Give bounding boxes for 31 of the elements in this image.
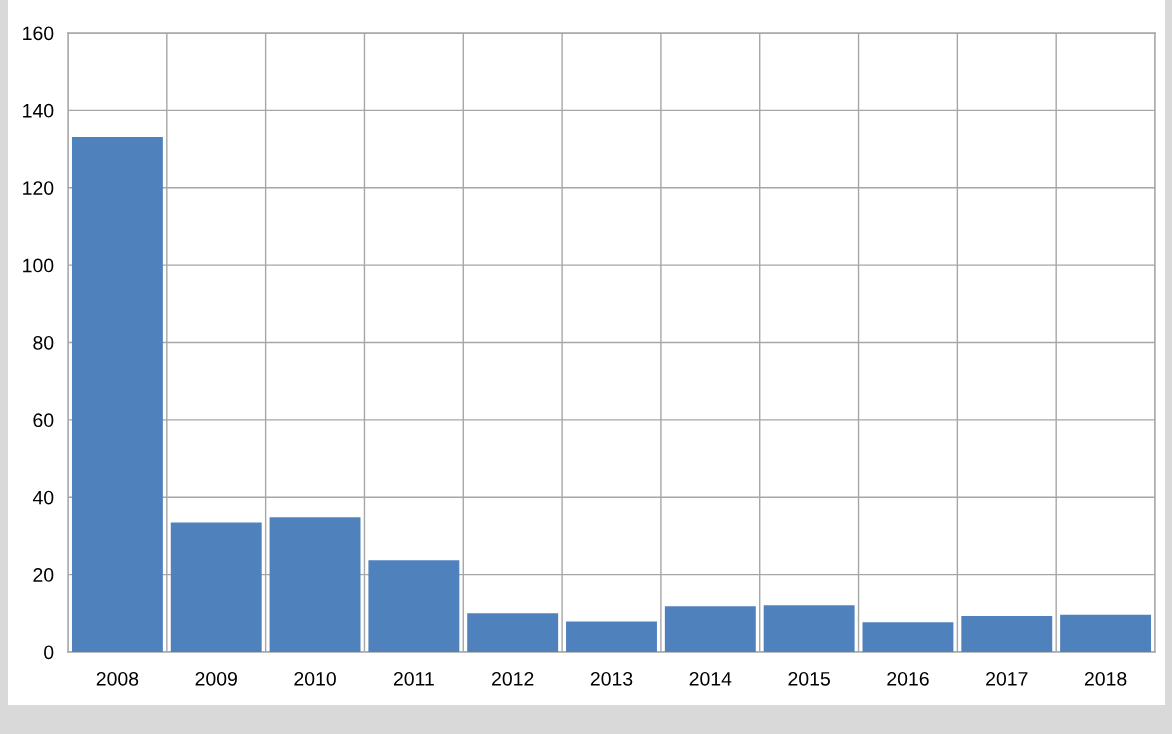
y-tick-label: 100 — [23, 258, 54, 273]
x-tick-label: 2016 — [887, 671, 929, 686]
bar — [170, 522, 262, 652]
y-tick-label: 160 — [23, 26, 54, 41]
bar — [664, 606, 756, 652]
y-tick-label: 0 — [44, 645, 54, 660]
y-tick-label: 140 — [23, 103, 54, 118]
y-tick-label: 20 — [33, 568, 54, 582]
x-tick-label: 2015 — [788, 671, 830, 686]
bar — [763, 605, 855, 652]
y-tick-label: 80 — [33, 335, 54, 350]
x-tick-label: 2018 — [1084, 671, 1127, 686]
bar — [467, 613, 559, 652]
x-tick-label: 2017 — [986, 671, 1028, 686]
y-tick-label: 120 — [23, 181, 54, 195]
x-tick-label: 2011 — [393, 671, 434, 686]
x-tick-label: 2008 — [96, 671, 139, 686]
y-tick-label: 60 — [33, 413, 54, 428]
bar — [566, 621, 657, 652]
x-tick-label: 2012 — [492, 671, 534, 686]
x-tick-label: 2010 — [294, 671, 336, 686]
bar — [961, 616, 1053, 652]
y-tick-label: 40 — [32, 490, 54, 505]
bar — [1060, 614, 1152, 652]
x-tick-label: 2013 — [590, 671, 633, 686]
bar — [862, 622, 954, 652]
bar — [269, 517, 361, 652]
x-tick-label: 2014 — [689, 671, 732, 686]
bar — [368, 560, 460, 652]
x-tick-label: 2009 — [195, 671, 237, 686]
bar — [71, 137, 163, 652]
